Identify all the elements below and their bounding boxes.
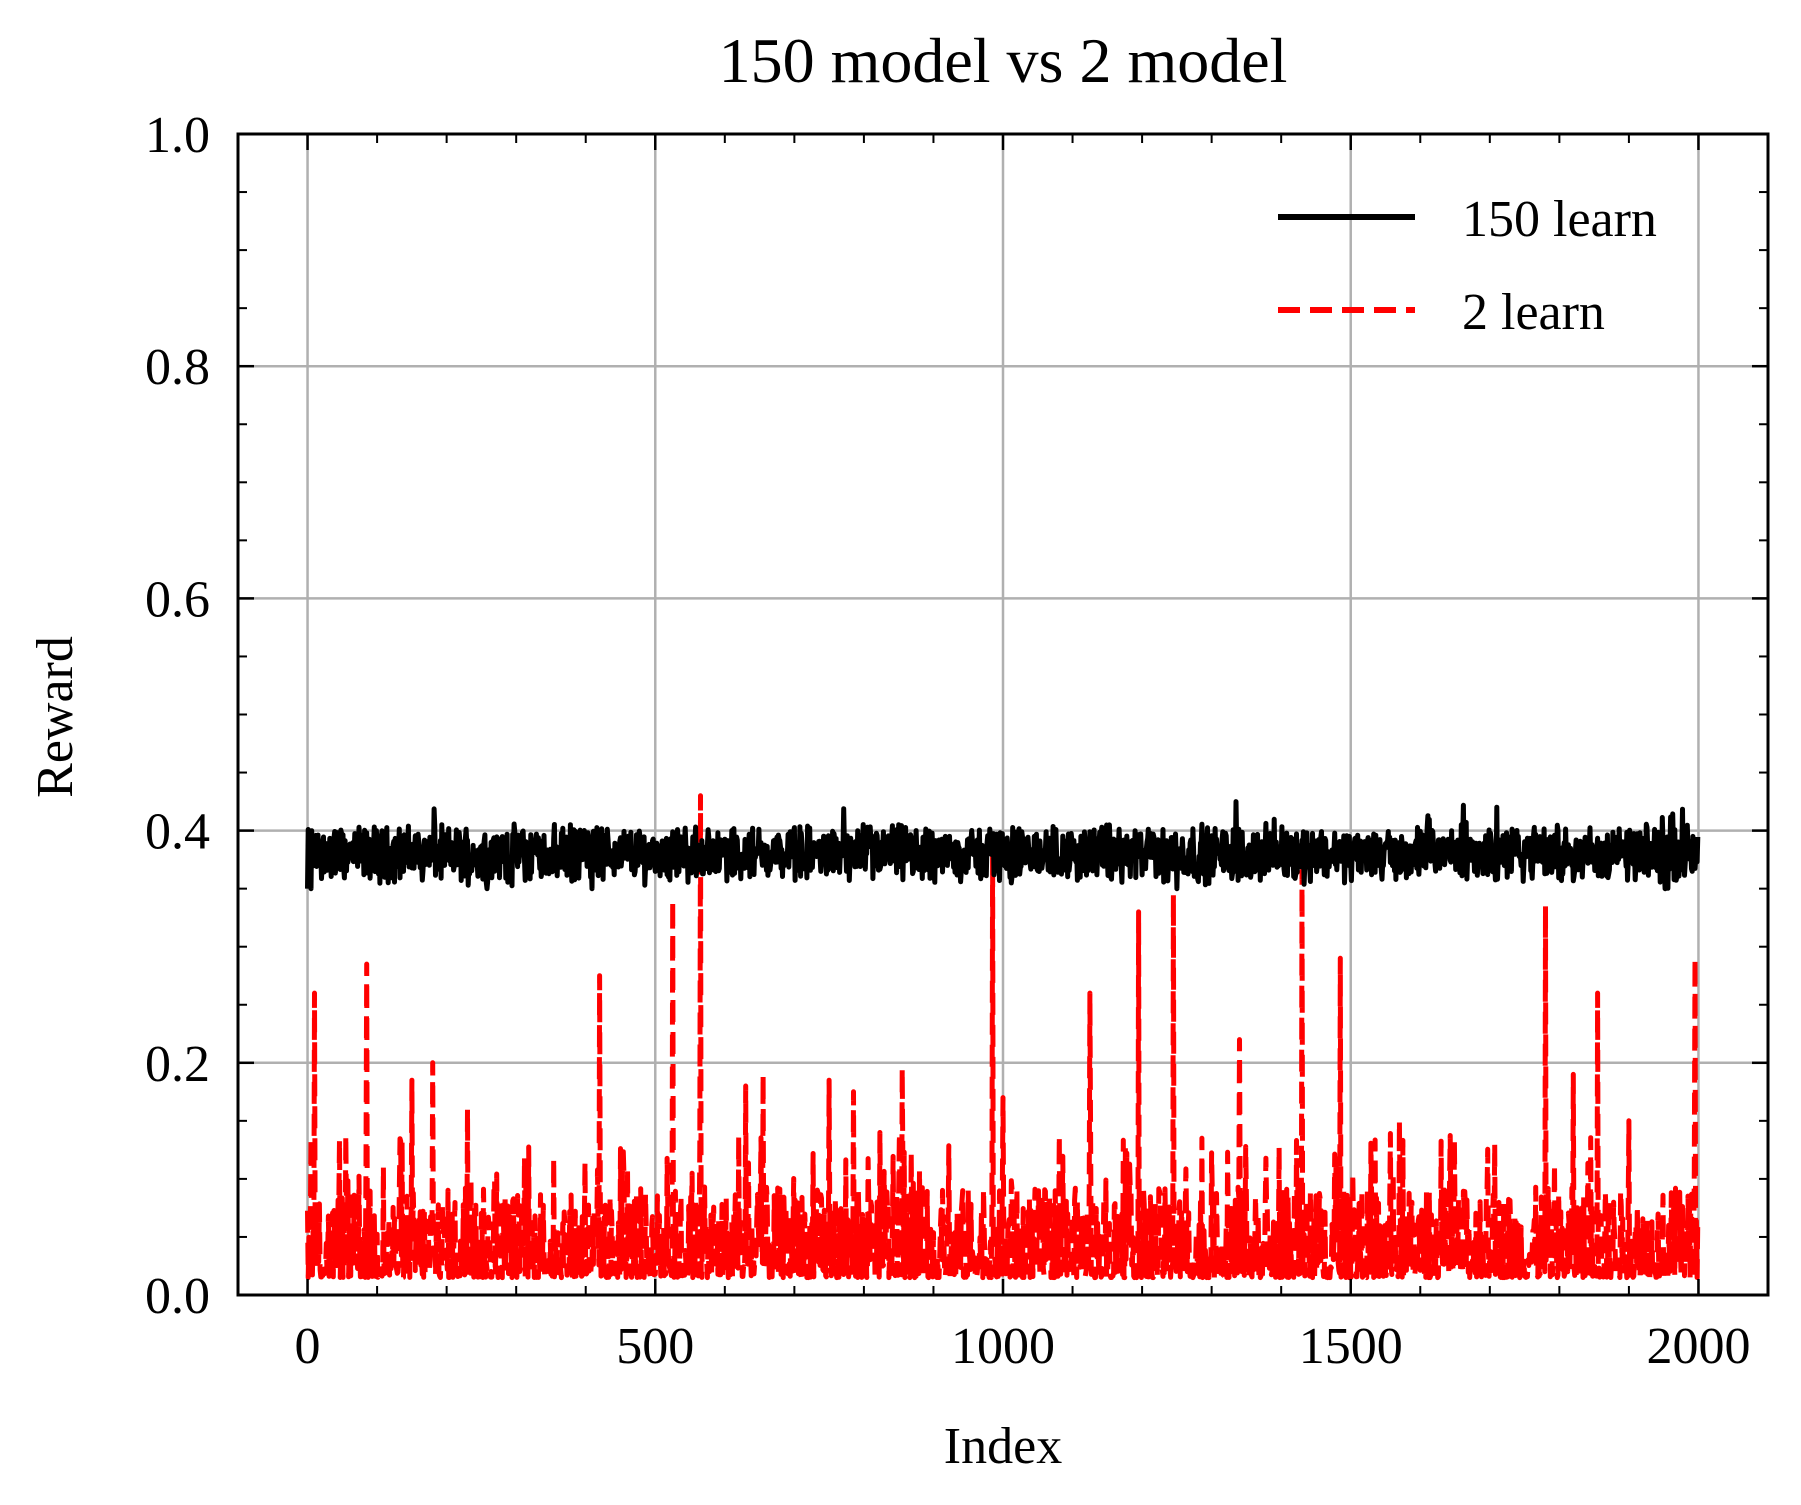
- chart-title: 150 model vs 2 model: [719, 25, 1288, 96]
- legend-label-2-learn: 2 learn: [1462, 284, 1605, 341]
- y-axis-label: Reward: [27, 636, 84, 798]
- x-tick-label-2: 1000: [951, 1318, 1055, 1375]
- y-tick-label-4: 0.8: [145, 339, 210, 396]
- x-tick-label-0: 0: [295, 1318, 321, 1375]
- axes: [236, 132, 1770, 1297]
- y-tick-label-5: 1.0: [145, 107, 210, 164]
- y-tick-label-2: 0.4: [145, 804, 210, 861]
- y-tick-label-1: 0.2: [145, 1036, 210, 1093]
- y-tick-label-3: 0.6: [145, 571, 210, 628]
- tick-labels: 0 500 1000 1500 2000 0.0 0.2 0.4 0.6 0.8 1.0: [145, 107, 1750, 1375]
- x-tick-label-3: 1500: [1299, 1318, 1403, 1375]
- legend: 150 learn 2 learn: [1278, 191, 1657, 341]
- legend-label-150-learn: 150 learn: [1462, 191, 1657, 248]
- series-layer: [305, 793, 1701, 1281]
- series-line-150-learn: [305, 799, 1701, 892]
- series-line-2-learn: [305, 793, 1701, 1281]
- x-axis-label: Index: [944, 1418, 1062, 1475]
- x-tick-label-1: 500: [616, 1318, 694, 1375]
- y-tick-label-0: 0.0: [145, 1268, 210, 1325]
- x-tick-label-4: 2000: [1646, 1318, 1750, 1375]
